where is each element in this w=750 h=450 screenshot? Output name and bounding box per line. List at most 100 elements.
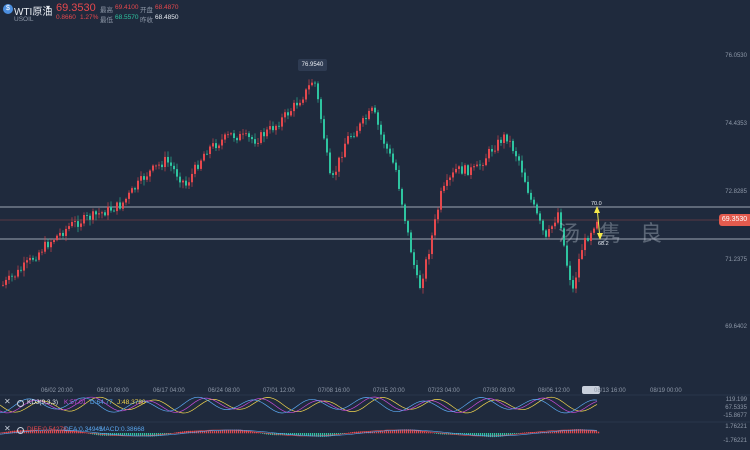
candle-body [530, 192, 532, 200]
macd-bar [236, 429, 238, 434]
eye-icon[interactable] [17, 427, 24, 434]
high-label: 最高 [100, 7, 113, 14]
candle-body [302, 99, 304, 103]
macd-bar [412, 429, 414, 434]
candle-body [254, 139, 256, 144]
candle-body [200, 160, 202, 169]
candle-body [203, 153, 205, 161]
macd-bar [322, 433, 324, 437]
candle-body [539, 213, 541, 221]
macd-bar [58, 430, 60, 434]
candle-body [35, 259, 37, 261]
macd-bar [50, 430, 52, 434]
candle-body [263, 132, 265, 137]
macd-bar [26, 430, 28, 434]
macd-bar [398, 429, 400, 434]
candle-body [467, 165, 469, 175]
candle-body [74, 221, 76, 222]
macd-bar [252, 431, 254, 434]
macd-bar [428, 432, 430, 434]
macd-bar [414, 429, 416, 434]
candle-body [92, 211, 94, 220]
x-axis-label: 08/19 00:00 [650, 388, 682, 394]
macd-bar [488, 433, 490, 437]
candle-body [320, 99, 322, 120]
candle-body [560, 212, 562, 229]
candle-body [77, 221, 79, 227]
candle-body [440, 190, 442, 210]
macd-bar [406, 429, 408, 434]
candle-body [164, 156, 166, 168]
candle-body [191, 173, 193, 183]
chevron-down-icon[interactable]: ▾ [46, 3, 51, 12]
macd-bar [410, 429, 412, 434]
eye-icon[interactable] [17, 400, 24, 407]
macd-bar [144, 433, 146, 437]
candle-body [170, 162, 172, 166]
macd-bar [384, 431, 386, 434]
macd-bar [132, 433, 134, 436]
close-icon[interactable]: ✕ [4, 424, 11, 433]
macd-bar [380, 431, 382, 434]
macd-bar [266, 433, 268, 435]
candle-body [371, 107, 373, 111]
macd-bar [258, 432, 260, 434]
macd-bar [478, 433, 480, 436]
macd-bar [130, 433, 132, 436]
prev-close-label: 昨收 [140, 17, 153, 24]
macd-bar [288, 433, 290, 436]
candle-body [206, 153, 208, 155]
candle-body [98, 213, 100, 215]
candle-body [230, 133, 232, 135]
candle-body [392, 153, 394, 163]
macd-bar [34, 430, 36, 434]
candle-body [323, 119, 325, 139]
macd-bar [222, 430, 224, 434]
candle-body [584, 237, 586, 251]
candle-body [404, 204, 406, 222]
candle-body [89, 215, 91, 220]
candle-body [50, 242, 52, 248]
macd-bar [244, 430, 246, 434]
close-icon[interactable]: ✕ [4, 397, 11, 406]
candle-body [134, 188, 136, 190]
candle-body [551, 226, 553, 230]
macd-bar [30, 430, 32, 434]
symbol-name[interactable]: WTI原油 [14, 7, 53, 18]
macd-bar [52, 430, 54, 434]
candle-body [194, 164, 196, 174]
candle-body [158, 164, 160, 166]
candle-body [350, 136, 352, 137]
candle-body [269, 126, 271, 130]
macd-bar [74, 430, 76, 434]
macd-bar [462, 433, 464, 435]
candle-body [419, 275, 421, 289]
open-label: 开盘 [140, 7, 153, 14]
macd-bar [484, 433, 486, 437]
macd-bar [212, 431, 214, 434]
candle-body [296, 102, 298, 106]
low-value: 68.5570 [115, 14, 139, 21]
kdj-axis-label: 119.199 [725, 397, 747, 403]
macd-bar [344, 433, 346, 434]
macd-bar [548, 431, 550, 434]
candle-body [542, 220, 544, 231]
candle-body [278, 125, 280, 127]
macd-bar [122, 433, 124, 436]
macd-bar [148, 433, 150, 437]
macd-bar [424, 431, 426, 434]
x-axis-label: 06/10 08:00 [97, 388, 129, 394]
kdj-line [0, 396, 598, 414]
candle-body [512, 140, 514, 152]
macd-bar [490, 433, 492, 438]
candle-body [434, 219, 436, 236]
macd-bar [124, 433, 126, 436]
y-axis-label: 72.8285 [725, 189, 747, 195]
candle-body [497, 139, 499, 151]
macd-bar [14, 430, 16, 434]
macd-bar [218, 430, 220, 434]
macd-bar [512, 433, 514, 435]
candle-body [152, 165, 154, 171]
candle-body [143, 176, 145, 180]
